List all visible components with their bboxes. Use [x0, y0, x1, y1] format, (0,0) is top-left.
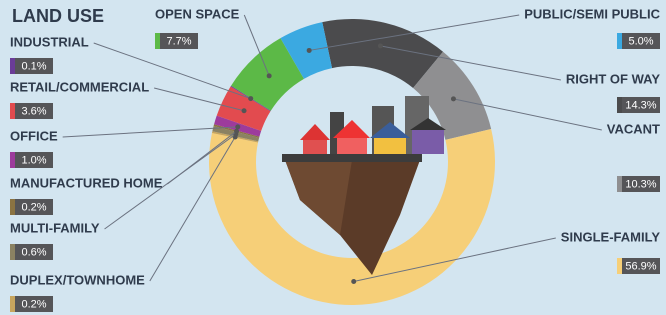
value-label: 0.1%: [21, 60, 46, 72]
house: [337, 138, 367, 154]
value-label: 10.3%: [625, 178, 656, 190]
value-swatch: [10, 244, 15, 260]
leader-dot: [451, 96, 456, 101]
leader-dot: [378, 43, 383, 48]
house: [303, 140, 327, 154]
value-swatch: [617, 176, 622, 192]
value-swatch: [617, 258, 622, 274]
value-label: 5.0%: [628, 35, 653, 47]
category-label: PUBLIC/SEMI PUBLIC: [524, 6, 660, 21]
category-label: RIGHT OF WAY: [566, 71, 660, 86]
value-swatch: [10, 152, 15, 168]
leader-dot: [351, 279, 356, 284]
value-label: 56.9%: [625, 260, 656, 272]
category-label: OFFICE: [10, 128, 58, 143]
category-label: MULTI-FAMILY: [10, 220, 100, 235]
category-label: VACANT: [607, 121, 660, 136]
value-label: 7.7%: [166, 35, 191, 47]
road: [282, 154, 422, 162]
leader-dot: [235, 124, 240, 129]
leader-dot: [307, 48, 312, 53]
category-label: RETAIL/COMMERCIAL: [10, 79, 149, 94]
value-label: 0.6%: [21, 246, 46, 258]
leader-dot: [248, 96, 253, 101]
house: [374, 138, 406, 154]
value-label: 14.3%: [625, 99, 656, 111]
value-swatch: [155, 33, 160, 49]
category-label: INDUSTRIAL: [10, 34, 89, 49]
value-swatch: [617, 97, 622, 113]
value-swatch: [617, 33, 622, 49]
leader-dot: [267, 73, 272, 78]
value-label: 1.0%: [21, 154, 46, 166]
value-swatch: [10, 103, 15, 119]
chart: LAND USE RIGHT OF WAY 14.3% VACANT 10.3% SIN…: [0, 0, 666, 315]
category-label: MANUFACTURED HOME: [10, 175, 163, 190]
value-swatch: [10, 58, 15, 74]
value-label: 0.2%: [21, 201, 46, 213]
chart-title: LAND USE: [12, 6, 104, 26]
value-swatch: [10, 296, 15, 312]
value-label: 0.2%: [21, 298, 46, 310]
category-label: SINGLE-FAMILY: [561, 229, 661, 244]
leader-dot: [242, 108, 247, 113]
category-label: DUPLEX/TOWNHOME: [10, 272, 145, 287]
value-swatch: [10, 199, 15, 215]
category-label: OPEN SPACE: [155, 6, 240, 21]
value-label: 3.6%: [21, 105, 46, 117]
leader-dot: [234, 129, 239, 134]
house: [412, 130, 444, 154]
